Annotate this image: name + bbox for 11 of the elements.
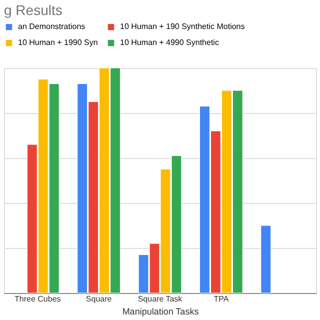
legend-label: 10 Human + 190 Synthetic Motions — [120, 22, 245, 32]
legend-label: 10 Human + 4990 Synthetic — [120, 38, 219, 47]
x-tick-label: Square Task — [138, 294, 184, 304]
x-tick-label: Square — [86, 294, 112, 304]
chart-title: g Results — [4, 2, 62, 18]
bar — [260, 225, 272, 294]
legend-label: 10 Human + 1990 Syn — [18, 38, 98, 47]
x-tick-label: Three Cubes — [14, 294, 61, 304]
x-tick-label: TPA — [214, 294, 230, 304]
x-axis-title: Manipulation Tasks — [122, 306, 200, 316]
legend-label: an Demonstrations — [18, 22, 86, 32]
